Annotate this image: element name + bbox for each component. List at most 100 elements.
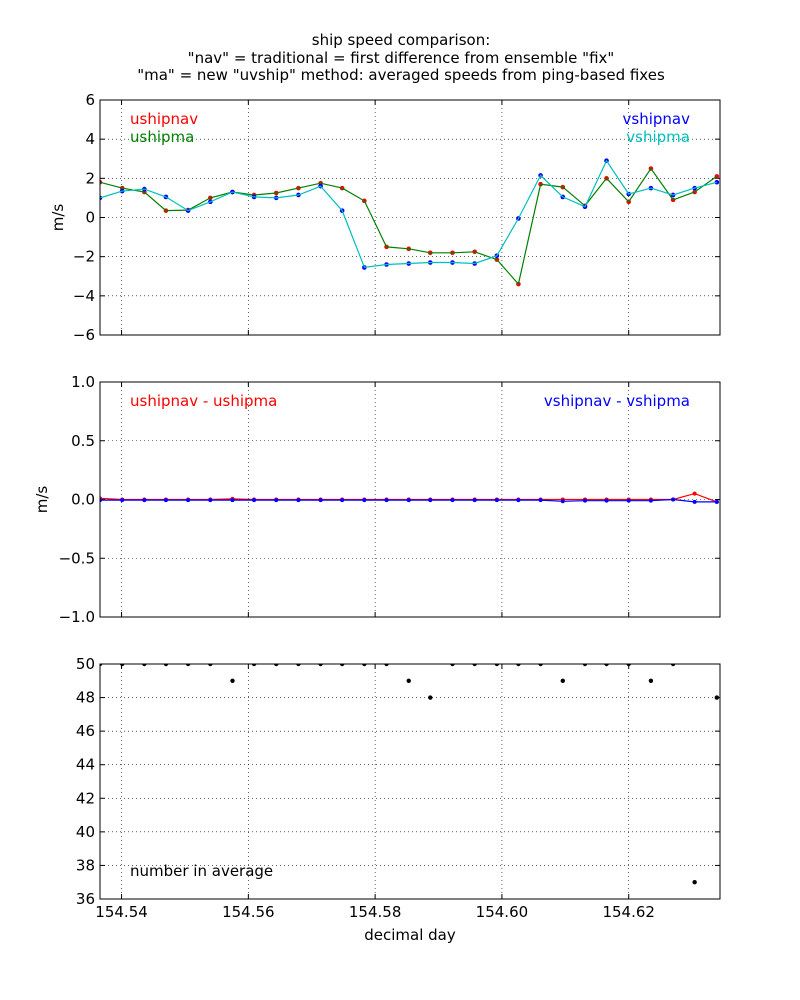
data-point-number-in-average bbox=[406, 678, 411, 683]
y-tick-label: 2 bbox=[85, 169, 95, 187]
counts-panel: 154.54 154.56 154.58 154.60 154.62 50 48 46 44 42… bbox=[76, 655, 721, 944]
data-point-number-in-average bbox=[692, 880, 697, 885]
data-point-vshipnav bbox=[714, 179, 720, 185]
differences-panel: 1.0 0.5 0.0 −0.5 −1.0 m/s ushipnav - ushipma vs… bbox=[33, 373, 721, 626]
y-axis-label: m/s bbox=[33, 486, 51, 514]
data-point-number-in-average bbox=[142, 664, 147, 667]
data-point-number-in-average bbox=[670, 664, 676, 667]
data-point-vshipnav-vshipma bbox=[208, 498, 213, 503]
data-point-vshipnav-vshipma bbox=[648, 498, 653, 503]
data-point-number-in-average bbox=[384, 664, 389, 667]
annotation-label: ushipnav bbox=[130, 110, 198, 128]
data-point-number-in-average bbox=[318, 664, 323, 667]
data-point-ushipnav-ushipma bbox=[692, 491, 697, 496]
title-line-1: ship speed comparison: bbox=[312, 31, 491, 49]
figure-title: ship speed comparison: "nav" = tradition… bbox=[137, 31, 665, 84]
annotation-label: number in average bbox=[130, 862, 273, 880]
data-point-vshipnav-vshipma bbox=[120, 498, 125, 503]
y-tick-label: −0.5 bbox=[59, 549, 95, 567]
data-point-number-in-average bbox=[100, 664, 103, 667]
y-tick-label: 1.0 bbox=[71, 373, 95, 391]
y-tick-label: 48 bbox=[76, 689, 95, 707]
annotation-label: vshipma bbox=[626, 128, 690, 146]
data-point-vshipnav-vshipma bbox=[296, 498, 301, 503]
data-point-vshipnav-vshipma bbox=[494, 498, 499, 503]
data-point-vshipnav-vshipma bbox=[538, 498, 543, 503]
x-tick-label: 154.60 bbox=[476, 903, 529, 921]
y-tick-label: 42 bbox=[76, 789, 95, 807]
data-point-number-in-average bbox=[163, 664, 169, 667]
data-point-vshipnav-vshipma bbox=[626, 498, 631, 503]
data-point-number-in-average bbox=[185, 664, 191, 667]
title-line-2: "nav" = traditional = first difference f… bbox=[188, 49, 615, 67]
y-axis-label: m/s bbox=[49, 204, 67, 232]
x-tick-label: 154.54 bbox=[95, 903, 148, 921]
y-tick-label: −2 bbox=[73, 248, 95, 266]
data-point-number-in-average bbox=[119, 664, 125, 667]
data-point-number-in-average bbox=[274, 664, 279, 667]
plot-area bbox=[100, 158, 720, 287]
data-point-vshipnav-vshipma bbox=[163, 498, 168, 503]
data-point-vshipnav-vshipma bbox=[692, 499, 697, 504]
data-point-vshipnav-vshipma bbox=[230, 498, 235, 503]
axes-frame bbox=[99, 381, 721, 618]
data-point-number-in-average bbox=[626, 664, 631, 667]
data-point-vshipnav-vshipma bbox=[714, 499, 719, 504]
y-tick-label: −4 bbox=[73, 287, 95, 305]
data-point-vshipnav-vshipma bbox=[516, 498, 521, 503]
annotation-label: ushipnav - ushipma bbox=[130, 392, 277, 410]
data-point-vshipnav-vshipma bbox=[274, 498, 279, 503]
plot-area bbox=[100, 491, 719, 504]
data-point-vshipnav-vshipma bbox=[142, 498, 147, 503]
data-point-number-in-average bbox=[538, 664, 543, 667]
data-point-number-in-average bbox=[208, 664, 213, 667]
data-point-number-in-average bbox=[428, 695, 433, 700]
y-tick-label: 4 bbox=[85, 130, 95, 148]
x-tick-label: 154.56 bbox=[222, 903, 275, 921]
x-axis-label: decimal day bbox=[364, 926, 456, 944]
data-point-vshipnav-vshipma bbox=[406, 498, 411, 503]
data-point-vshipnav-vshipma bbox=[384, 498, 389, 503]
data-point-number-in-average bbox=[362, 664, 367, 667]
data-point-number-in-average bbox=[251, 664, 257, 667]
y-tick-label: 6 bbox=[85, 91, 95, 109]
data-point-vshipnav-vshipma bbox=[318, 498, 323, 503]
axes-frame bbox=[99, 99, 721, 336]
plot-area bbox=[100, 664, 720, 885]
data-point-number-in-average bbox=[339, 664, 345, 667]
series-line-vshipma bbox=[100, 159, 717, 269]
axes-frame bbox=[99, 663, 721, 900]
annotation-label: vshipnav - vshipma bbox=[544, 392, 690, 410]
data-point-vshipnav-vshipma bbox=[671, 497, 676, 502]
x-tick-label: 154.58 bbox=[349, 903, 402, 921]
data-point-vshipnav-vshipma bbox=[362, 498, 367, 503]
data-point-vshipnav-vshipma bbox=[582, 498, 587, 503]
data-point-number-in-average bbox=[450, 664, 455, 667]
data-point-vshipnav-vshipma bbox=[450, 498, 455, 503]
data-point-vshipnav-vshipma bbox=[340, 498, 345, 503]
y-tick-label: 50 bbox=[76, 655, 95, 673]
data-point-number-in-average bbox=[516, 664, 521, 667]
data-point-vshipnav-vshipma bbox=[186, 498, 191, 503]
y-tick-label: 0.5 bbox=[71, 432, 95, 450]
data-point-vshipnav-vshipma bbox=[252, 498, 257, 503]
data-point-number-in-average bbox=[560, 678, 565, 683]
annotation-label: ushipma bbox=[130, 128, 194, 146]
y-tick-label: 0 bbox=[85, 209, 95, 227]
y-tick-label: 46 bbox=[76, 722, 95, 740]
y-tick-label: −6 bbox=[73, 326, 95, 344]
series-line-ushipma bbox=[100, 167, 718, 286]
data-point-vshipnav-vshipma bbox=[472, 498, 477, 503]
y-tick-label: 0.0 bbox=[71, 491, 95, 509]
title-line-3: "ma" = new "uvship" method: averaged spe… bbox=[137, 66, 665, 84]
data-point-number-in-average bbox=[494, 664, 500, 667]
y-tick-label: 40 bbox=[76, 823, 95, 841]
data-point-vshipnav-vshipma bbox=[428, 498, 433, 503]
y-tick-label: 38 bbox=[76, 856, 95, 874]
data-point-number-in-average bbox=[296, 664, 301, 667]
data-point-vshipnav-vshipma bbox=[604, 498, 609, 503]
data-point-number-in-average bbox=[230, 678, 235, 683]
data-point-number-in-average bbox=[582, 664, 588, 667]
y-tick-label: 36 bbox=[76, 890, 95, 908]
